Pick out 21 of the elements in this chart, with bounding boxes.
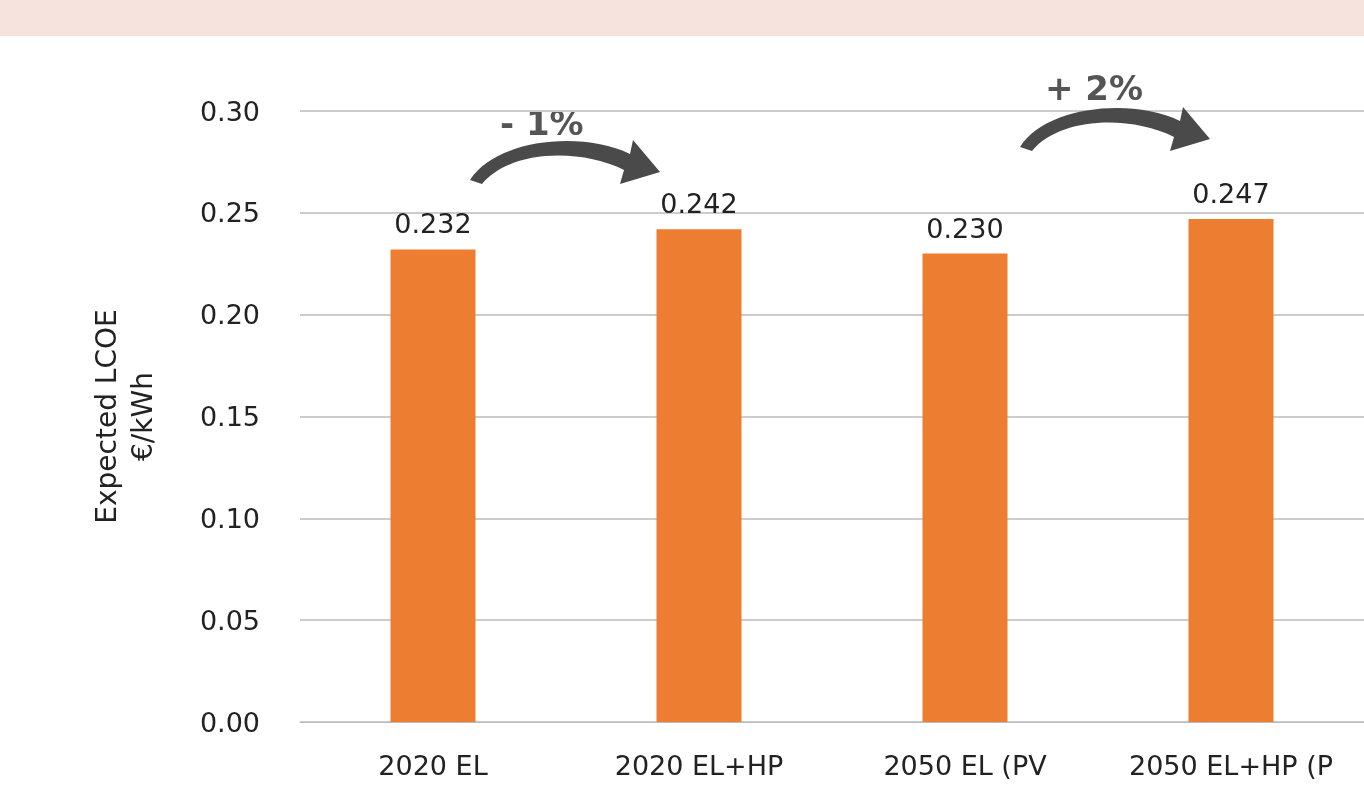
y-tick-label: 0.25 [199,197,260,229]
y-tick-label: 0.05 [199,604,260,636]
bar [656,229,742,722]
y-axis-title: Expected LCOE €/kWh [89,309,159,524]
x-tick-label: 2020 EL [378,750,488,781]
bar [390,249,476,722]
y-tick-label: 0.00 [199,706,260,738]
x-tick-label: 2020 EL+HP [614,750,784,781]
data-label: 0.230 [926,212,1004,244]
y-tick-label: 0.20 [199,299,260,331]
bar [1188,218,1274,722]
text: + 2% [1045,68,1144,108]
data-label: 0.247 [1192,177,1270,209]
x-tick-label: 2050 EL (PV [883,750,1048,781]
y-tick-label: 0.30 [199,95,260,127]
y-tick-label: 0.10 [199,502,260,534]
data-label: 0.232 [394,208,472,240]
data-label: 0.242 [660,188,738,220]
x-tick-label: 2050 EL+HP (P [1128,750,1334,781]
y-tick-label: 0.15 [199,401,260,432]
bar [922,253,1008,722]
